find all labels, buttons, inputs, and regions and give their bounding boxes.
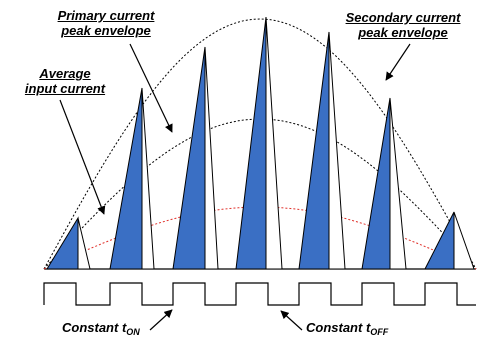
secondary-current-pulse — [204, 46, 219, 270]
gate-drive-waveform — [43, 282, 476, 306]
primary-current-pulse — [46, 216, 79, 270]
primary-current-pulse — [172, 46, 206, 270]
constant-ton-subscript: ON — [126, 327, 140, 337]
constant-ton-label: Constant tON — [62, 320, 140, 340]
constant-toff-label: Constant tOFF — [306, 320, 388, 340]
average-current-label-line2: input current — [24, 81, 106, 96]
secondary-current-pulse — [265, 16, 283, 270]
secondary-current-pulse — [389, 97, 407, 270]
constant-toff-subscript: OFF — [370, 327, 389, 337]
constant-ton-arrow — [149, 309, 173, 331]
primary-envelope-arrow — [129, 43, 173, 133]
primary-envelope-label-line2: peak envelope — [61, 23, 151, 38]
primary-envelope-curve — [43, 18, 477, 270]
constant-ton-text: Constant t — [62, 320, 127, 335]
secondary-envelope-label: Secondary current peak envelope — [328, 10, 478, 40]
secondary-current-pulse — [328, 31, 346, 270]
secondary-current-pulse — [141, 87, 155, 270]
average-current-label-line1: Average — [39, 66, 91, 81]
primary-current-pulse — [424, 211, 455, 270]
primary-envelope-label-line1: Primary current — [57, 8, 155, 23]
primary-envelope-label: Primary current peak envelope — [36, 8, 176, 38]
primary-current-pulse — [361, 97, 391, 270]
secondary-envelope-curve — [43, 118, 477, 270]
primary-current-pulse — [109, 87, 143, 270]
current-pulses — [46, 16, 475, 270]
secondary-envelope-label-line2: peak envelope — [358, 25, 448, 40]
constant-toff-arrow — [280, 310, 303, 331]
average-current-arrow — [59, 99, 106, 215]
primary-current-pulse — [235, 16, 267, 270]
secondary-current-pulse — [453, 211, 475, 270]
switching-waveform — [43, 282, 476, 306]
secondary-envelope-arrow — [385, 43, 411, 81]
constant-toff-text: Constant t — [306, 320, 371, 335]
secondary-envelope-label-line1: Secondary current — [345, 10, 461, 25]
primary-current-pulse — [298, 31, 330, 270]
average-current-label: Average input current — [10, 66, 120, 96]
label-arrows — [59, 43, 411, 331]
secondary-current-pulse — [77, 217, 91, 270]
